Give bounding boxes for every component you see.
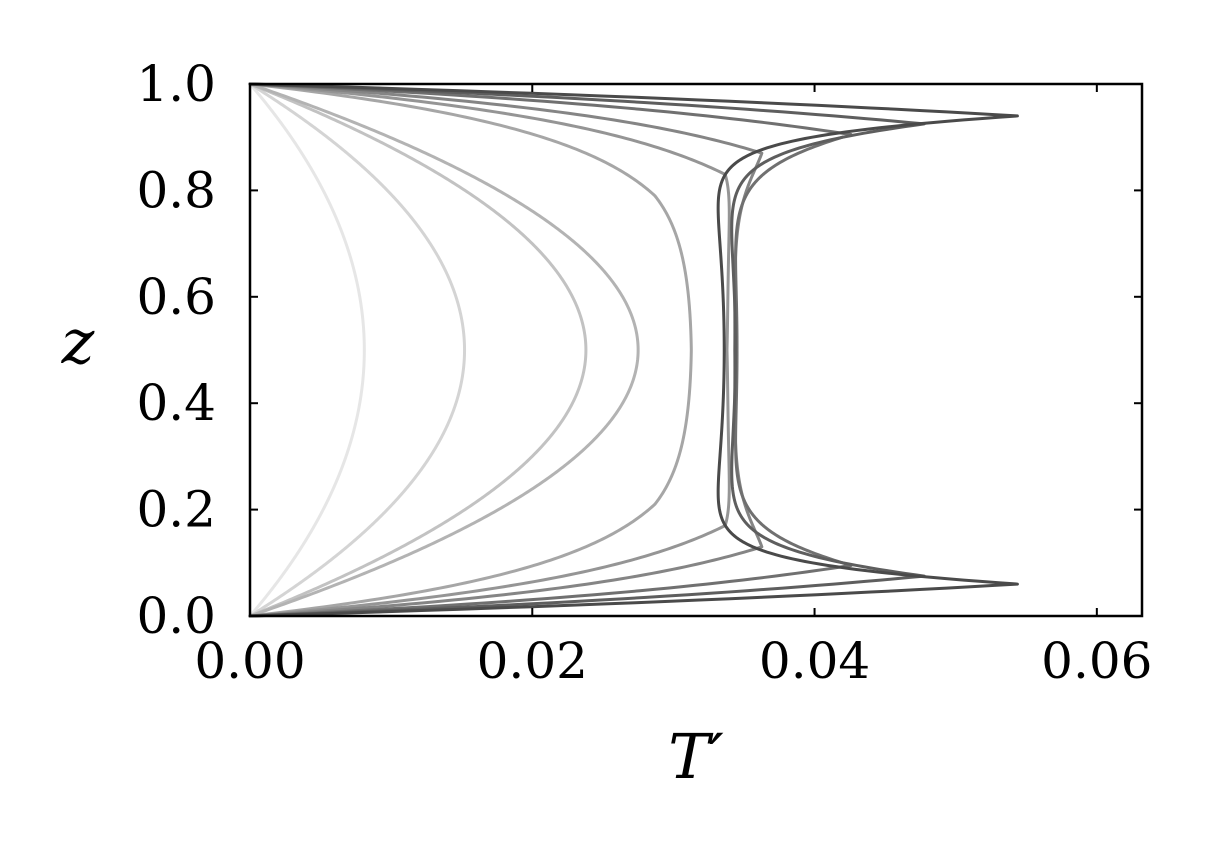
x-tick-label: 0.04	[759, 632, 870, 690]
series-line	[248, 82, 764, 618]
x-tick-label: 0.00	[194, 632, 305, 690]
series-line	[248, 82, 640, 618]
x-axis-label: T′	[668, 720, 723, 793]
series-line	[248, 82, 366, 618]
series-line	[248, 82, 467, 618]
y-axis-label: z	[61, 305, 95, 378]
series-layer	[248, 82, 1019, 618]
series-line	[248, 82, 926, 618]
x-tick-label: 0.06	[1041, 632, 1152, 690]
plot-frame	[248, 82, 1144, 618]
y-tick-label: 0.6	[136, 268, 216, 326]
y-tick-label: 0.2	[136, 481, 216, 539]
series-line	[248, 82, 1019, 618]
series-line	[248, 82, 588, 618]
y-tick-label: 0.4	[136, 374, 216, 432]
y-tick-labels: 0.0 0.2 0.4 0.6 0.8 1.0	[136, 55, 216, 645]
series-line	[248, 82, 693, 618]
x-tick-labels: 0.00 0.02 0.04 0.06	[194, 632, 1152, 690]
y-tick-label: 0.0	[136, 587, 216, 645]
x-tick-label: 0.02	[477, 632, 588, 690]
y-tick-label: 1.0	[136, 55, 216, 113]
series-line	[248, 82, 731, 618]
y-tick-label: 0.8	[136, 161, 216, 219]
ticks-layer	[249, 83, 1142, 617]
